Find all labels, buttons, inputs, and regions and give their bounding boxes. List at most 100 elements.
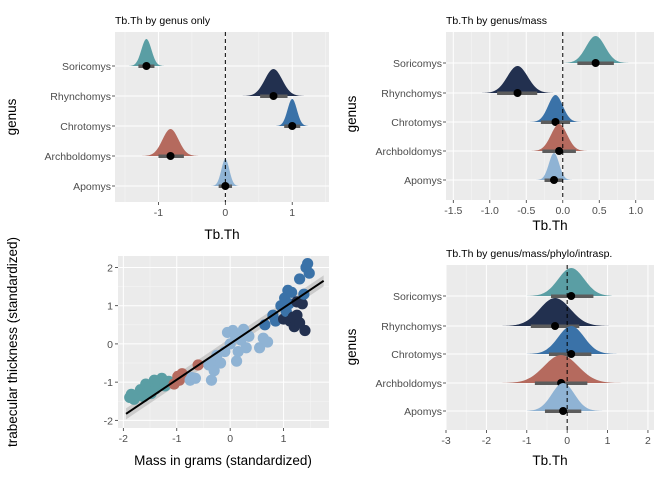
data-point [253, 342, 266, 354]
y-tick-label: Chrotomys [60, 121, 111, 133]
median-point-chrotomys [551, 118, 560, 126]
x-tick-label: 1.0 [628, 205, 643, 217]
x-tick-labels: -1.5 -1.0 -0.5 0.0 0.5 1.0 [444, 200, 643, 217]
data-point [240, 342, 252, 354]
x-tick-label: 0.0 [555, 205, 570, 217]
median-point-apomys [559, 407, 568, 415]
x-axis-title: Mass in grams (standardized) [134, 453, 312, 468]
x-axis-title: Tb.Th [204, 227, 239, 242]
median-point-rhynchomys [269, 92, 278, 100]
data-point [261, 336, 274, 348]
data-point [286, 286, 298, 298]
data-point [189, 372, 202, 384]
median-point-soricomys [142, 62, 151, 70]
y-tick-label: Apomys [404, 406, 442, 418]
y-tick-label: Soricomys [393, 291, 442, 303]
y-tick-label: 1 [107, 301, 113, 313]
x-tick-label: -1.0 [481, 205, 499, 217]
x-tick-label: 0 [227, 433, 233, 445]
x-tick-label: 1 [281, 433, 287, 445]
density-archboldomys [128, 129, 206, 156]
panel-genus-mass-phylo: Tb.Th by genus/mass/phylo/intrasp. Soric… [344, 248, 654, 468]
panel-genus-only: Tb.Th by genus only Soricomys Rhynchomys C… [4, 15, 329, 242]
y-tick-label: 0 [107, 339, 113, 351]
median-point-archboldomys [166, 152, 175, 160]
y-tick-labels: Soricomys Rhynchomys Chrotomys Archboldomys… [375, 291, 446, 418]
x-tick-label: 1 [605, 435, 611, 447]
density-chrotomys [526, 95, 585, 122]
scatter-points [124, 258, 315, 405]
x-tick-label: 1 [289, 207, 295, 219]
density-chrotomys [268, 99, 313, 126]
panel-title: Tb.Th by genus/mass/phylo/intrasp. [446, 248, 612, 260]
data-point [299, 324, 311, 337]
y-tick-label: Chrotomys [391, 349, 442, 361]
density-archboldomys [526, 124, 592, 151]
panel-genus-mass: Tb.Th by genus/mass Soricomys Rhynchomys C… [344, 15, 654, 233]
y-axis-title: genus [344, 328, 359, 365]
density-rhynchomys [232, 69, 323, 96]
x-tick-label: -1 [172, 433, 181, 445]
x-tick-labels: -2 -1 0 1 [119, 428, 287, 445]
y-tick-label: -2 [104, 415, 113, 427]
density-archboldomys [458, 355, 640, 383]
y-axis-title: trabecular thickness (standardized) [5, 237, 20, 447]
density-marks [458, 265, 640, 430]
fit-line [125, 280, 325, 415]
data-point [302, 258, 314, 270]
x-tick-label: -1 [154, 207, 163, 219]
x-tick-label: -2 [482, 435, 491, 447]
density-rhynchomys [478, 66, 556, 93]
x-tick-labels: -1 0 1 [154, 202, 295, 219]
density-chrotomys [526, 326, 626, 354]
density-marks [121, 32, 323, 202]
y-axis-title: genus [344, 95, 359, 132]
density-marks [478, 32, 633, 200]
median-point-rhynchomys [513, 89, 522, 97]
x-tick-label: -1.5 [444, 205, 462, 217]
x-tick-label: 0 [222, 207, 228, 219]
x-tick-label: 2 [645, 435, 651, 447]
x-tick-labels: -3 -2 -1 0 1 2 [441, 430, 651, 447]
median-point-rhynchomys [551, 322, 560, 330]
y-tick-label: -1 [104, 377, 113, 389]
y-tick-label: Soricomys [393, 58, 442, 70]
x-tick-label: 0 [564, 435, 570, 447]
panel-title: Tb.Th by genus only [115, 15, 211, 27]
median-point-chrotomys [288, 122, 297, 130]
median-point-chrotomys [567, 350, 576, 358]
median-point-apomys [550, 176, 559, 184]
y-tick-label: Chrotomys [391, 117, 442, 129]
y-tick-label: Rhynchomys [50, 91, 111, 103]
data-point [230, 355, 243, 367]
y-tick-label: 2 [107, 262, 113, 274]
y-tick-labels: Soricomys Rhynchomys Chrotomys Archboldomys… [44, 61, 115, 193]
density-rhynchomys [502, 298, 620, 326]
x-tick-label: -1 [522, 435, 531, 447]
density-soricomys [526, 268, 612, 296]
density-soricomys [562, 36, 633, 63]
y-tick-labels: Soricomys Rhynchomys Chrotomys Archboldomys… [375, 58, 446, 187]
data-point [176, 368, 188, 380]
y-tick-label: Apomys [73, 181, 111, 193]
x-axis-title: Tb.Th [532, 453, 567, 468]
data-point [303, 267, 315, 279]
panel-mass-scatter: -2 -1 0 1 2 -2 -1 0 1 Mass in grams (standardiz… [5, 237, 329, 468]
median-point-soricomys [591, 59, 600, 67]
data-point [214, 357, 227, 369]
x-axis-title: Tb.Th [532, 218, 567, 233]
y-tick-label: Archboldomys [375, 146, 442, 158]
density-apomys [533, 153, 574, 180]
x-tick-label: -2 [119, 433, 128, 445]
y-tick-label: Rhynchomys [381, 88, 442, 100]
y-tick-labels: -2 -1 0 1 2 [104, 262, 118, 427]
y-tick-label: Apomys [404, 175, 442, 187]
y-tick-label: Archboldomys [44, 151, 111, 163]
regression-line [125, 280, 325, 415]
panel-title: Tb.Th by genus/mass [446, 15, 547, 27]
density-apomys [526, 383, 604, 411]
data-point [205, 374, 218, 386]
x-tick-label: -0.5 [517, 205, 535, 217]
data-point [296, 298, 308, 310]
